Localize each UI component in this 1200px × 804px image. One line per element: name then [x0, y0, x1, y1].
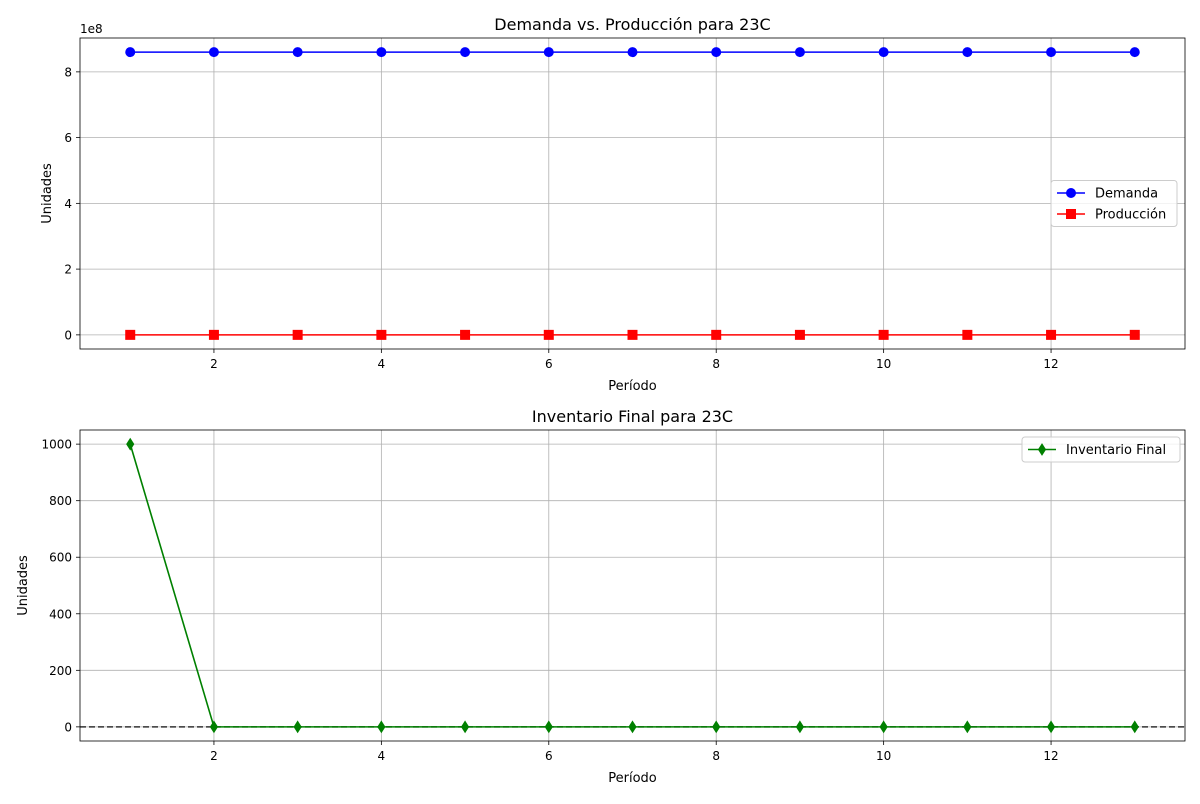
- series-inventario-final: [126, 437, 1139, 734]
- data-point-inventario-final: [544, 720, 553, 734]
- data-point-demanda: [292, 47, 303, 58]
- series-produccion: [125, 329, 1140, 340]
- y-axis-label: Unidades: [40, 163, 55, 224]
- y-tick-label: 0: [64, 328, 72, 342]
- data-point-produccion: [1129, 329, 1140, 340]
- x-tick-label: 8: [712, 749, 720, 763]
- legend-entry-inventario-final: Inventario Final: [1028, 443, 1166, 458]
- legend-label: Producción: [1095, 208, 1166, 223]
- data-point-demanda: [794, 47, 805, 58]
- data-point-inventario-final: [126, 437, 135, 451]
- data-point-inventario-final: [628, 720, 637, 734]
- data-point-produccion: [125, 329, 136, 340]
- data-point-demanda: [878, 47, 889, 58]
- data-point-inventario-final: [795, 720, 805, 734]
- x-tick-label: 4: [378, 749, 386, 763]
- data-point-produccion: [1046, 329, 1057, 340]
- data-point-inventario-final: [460, 720, 470, 734]
- axes-frame: [79, 429, 1186, 742]
- data-point-produccion: [962, 329, 973, 340]
- axes-frame: [79, 37, 1186, 350]
- data-point-produccion: [376, 329, 387, 340]
- data-point-demanda: [208, 47, 219, 58]
- data-point-inventario-final: [293, 720, 302, 734]
- data-point-demanda: [627, 47, 638, 58]
- data-point-produccion: [208, 329, 219, 340]
- data-point-demanda: [962, 47, 973, 58]
- x-tick-label: 6: [545, 749, 553, 763]
- legend-marker: [1066, 209, 1076, 219]
- legend-entry-demanda: Demanda: [1057, 187, 1158, 202]
- data-point-demanda: [543, 47, 554, 58]
- x-tick-label: 12: [1043, 749, 1058, 763]
- data-point-produccion: [460, 329, 471, 340]
- y-tick-label: 600: [49, 551, 72, 565]
- y-tick-label: 4: [64, 197, 72, 211]
- x-axis-label: Período: [608, 771, 657, 786]
- y-tick-label: 1000: [41, 438, 72, 452]
- data-point-inventario-final: [879, 720, 888, 734]
- data-point-inventario-final: [963, 720, 972, 734]
- y-tick-label: 2: [64, 263, 72, 277]
- legend-box: [1050, 180, 1178, 227]
- data-point-produccion: [543, 329, 554, 340]
- x-tick-label: 6: [545, 357, 553, 371]
- data-point-demanda: [125, 47, 136, 58]
- data-point-inventario-final: [209, 720, 219, 734]
- y-tick-label: 0: [64, 720, 72, 734]
- data-point-demanda: [1129, 47, 1140, 58]
- data-point-produccion: [292, 329, 303, 340]
- data-point-demanda: [460, 47, 471, 58]
- legend-label: Inventario Final: [1066, 443, 1166, 458]
- y-tick-label: 400: [49, 607, 72, 621]
- x-tick-label: 2: [210, 749, 218, 763]
- data-point-produccion: [711, 329, 722, 340]
- data-point-produccion: [878, 329, 889, 340]
- x-tick-label: 12: [1043, 357, 1058, 371]
- chart-title: Demanda vs. Producción para 23C: [494, 15, 770, 34]
- data-point-inventario-final: [377, 720, 386, 734]
- x-tick-label: 10: [876, 749, 891, 763]
- legend: Inventario Final: [1021, 436, 1181, 463]
- y-axis-offset-text: 1e8: [80, 22, 103, 36]
- legend-box: [1021, 436, 1181, 463]
- data-point-inventario-final: [712, 720, 721, 734]
- legend-marker: [1037, 443, 1047, 456]
- x-axis-label: Período: [608, 379, 657, 394]
- x-tick-label: 4: [378, 357, 386, 371]
- data-point-inventario-final: [1046, 720, 1056, 734]
- y-tick-label: 200: [49, 664, 72, 678]
- data-point-produccion: [794, 329, 805, 340]
- x-tick-label: 10: [876, 357, 891, 371]
- data-point-demanda: [1046, 47, 1057, 58]
- x-tick-label: 2: [210, 357, 218, 371]
- series-demanda: [125, 47, 1140, 58]
- legend: Demanda Producción: [1050, 180, 1178, 227]
- y-tick-label: 8: [64, 65, 72, 79]
- legend-entry-produccion: Producción: [1057, 208, 1166, 223]
- legend-marker: [1066, 188, 1076, 198]
- x-tick-label: 8: [712, 357, 720, 371]
- y-axis-label: Unidades: [16, 555, 31, 616]
- chart-final-inventory: 2 4 6 8 10 12 0 200 400 600 800 1000 Inventario Fina…: [16, 407, 1186, 786]
- legend-label: Demanda: [1095, 187, 1158, 202]
- y-tick-label: 6: [64, 131, 72, 145]
- data-point-produccion: [627, 329, 638, 340]
- data-point-demanda: [711, 47, 722, 58]
- data-point-demanda: [376, 47, 387, 58]
- y-tick-label: 800: [49, 494, 72, 508]
- data-point-inventario-final: [1130, 720, 1139, 734]
- chart-title: Inventario Final para 23C: [532, 407, 733, 426]
- chart-demand-vs-production: 2 4 6 8 10 12 0 2 4 6 8 1e8 Demanda vs. Producción p…: [40, 15, 1186, 394]
